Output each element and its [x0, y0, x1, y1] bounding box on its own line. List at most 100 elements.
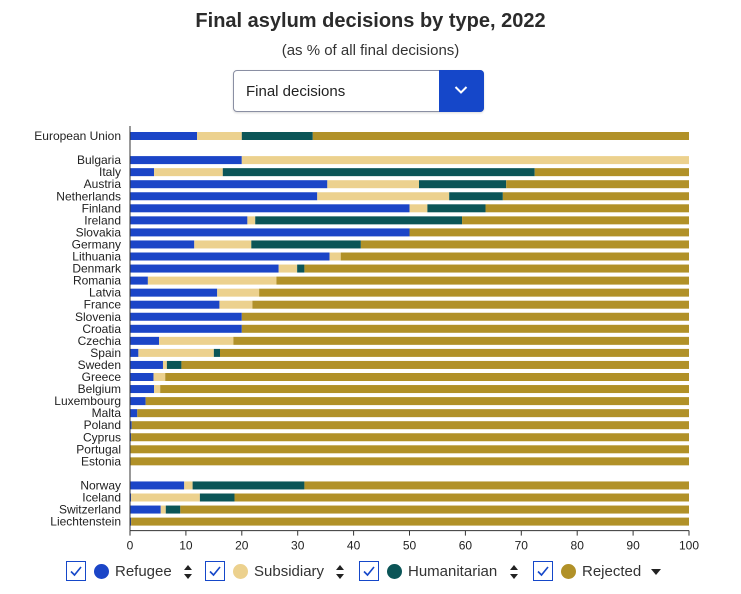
bar-slovenia-refugee	[130, 312, 242, 321]
bar-netherlands-humanitarian	[449, 192, 503, 201]
bar-germany-subsidiary	[194, 240, 252, 249]
bar-denmark-rejected	[304, 264, 689, 273]
check-icon	[363, 566, 375, 577]
bar-austria-refugee	[130, 180, 328, 189]
bar-greece-rejected	[165, 373, 690, 381]
bar-belgium-refugee	[130, 385, 155, 394]
bar-switzerland-refugee	[130, 505, 161, 514]
bar-greece-refugee	[130, 373, 154, 381]
x-tick-label-100: 100	[679, 539, 699, 553]
category-label-france: France	[84, 298, 122, 312]
legend-item-humanitarian[interactable]: Humanitarian	[359, 561, 524, 583]
category-label-romania: Romania	[73, 274, 121, 288]
bar-denmark-humanitarian	[297, 264, 305, 273]
legend-checkbox-subsidiary[interactable]	[205, 561, 225, 581]
bar-european-union-subsidiary	[197, 132, 242, 140]
legend-swatch-refugee	[94, 564, 109, 579]
chart-subtitle: (as % of all final decisions)	[281, 42, 460, 59]
legend-checkbox-refugee[interactable]	[66, 561, 86, 581]
sort-updown-icon[interactable]	[335, 564, 345, 580]
category-label-luxembourg: Luxembourg	[54, 394, 121, 408]
bar-finland-humanitarian	[427, 204, 486, 213]
bar-belgium-subsidiary	[154, 385, 161, 394]
category-label-slovenia: Slovenia	[75, 310, 121, 324]
legend-label-humanitarian: Humanitarian	[408, 563, 498, 580]
bar-slovakia-rejected	[409, 228, 689, 237]
legend-item-refugee[interactable]: Refugee	[66, 561, 196, 583]
legend-checkbox-humanitarian[interactable]	[359, 561, 379, 581]
bar-switzerland-rejected	[180, 505, 689, 514]
bar-liechtenstein-refugee	[130, 517, 132, 526]
bar-sweden-refugee	[130, 360, 163, 369]
legend-item-subsidiary[interactable]: Subsidiary	[205, 561, 350, 583]
legend-label-subsidiary: Subsidiary	[254, 563, 325, 580]
bar-spain-refugee	[130, 348, 139, 357]
bar-iceland-humanitarian	[199, 493, 235, 502]
legend-swatch-subsidiary	[233, 564, 248, 579]
bar-romania-subsidiary	[147, 276, 277, 285]
bar-iceland-rejected	[234, 493, 689, 502]
bar-luxembourg-rejected	[145, 397, 689, 406]
x-tick-label-80: 80	[571, 539, 585, 553]
bar-slovenia-rejected	[241, 312, 690, 321]
bar-germany-refugee	[130, 240, 195, 249]
bar-sweden-humanitarian	[166, 360, 182, 369]
bar-croatia-refugee	[130, 324, 242, 333]
category-label-liechtenstein: Liechtenstein	[50, 515, 121, 529]
bar-italy-humanitarian	[222, 168, 535, 177]
x-tick-label-30: 30	[291, 539, 305, 553]
decision-type-dropdown[interactable]: Final decisions	[233, 70, 484, 112]
sort-updown-icon[interactable]	[183, 564, 193, 580]
bar-poland-refugee	[130, 421, 132, 430]
category-label-estonia: Estonia	[81, 454, 121, 468]
bar-ireland-refugee	[130, 216, 248, 225]
bar-luxembourg-refugee	[130, 397, 146, 406]
bar-germany-humanitarian	[251, 240, 361, 249]
category-label-iceland: Iceland	[82, 491, 121, 505]
bar-czechia-refugee	[130, 336, 160, 345]
legend-checkbox-rejected[interactable]	[533, 561, 553, 581]
bar-lithuania-rejected	[340, 252, 689, 261]
category-label-finland: Finland	[82, 201, 121, 215]
bar-sweden-rejected	[181, 360, 689, 369]
legend-label-refugee: Refugee	[115, 563, 172, 580]
bar-denmark-subsidiary	[278, 264, 298, 273]
category-label-poland: Poland	[84, 418, 121, 432]
bar-european-union-humanitarian	[241, 132, 313, 140]
bar-norway-refugee	[130, 481, 185, 490]
bar-bulgaria-subsidiary	[241, 156, 690, 165]
category-label-bulgaria: Bulgaria	[77, 153, 121, 167]
bar-ireland-humanitarian	[255, 216, 463, 225]
bar-finland-rejected	[485, 204, 689, 213]
category-label-ireland: Ireland	[84, 213, 121, 227]
category-label-portugal: Portugal	[76, 442, 121, 456]
bar-latvia-subsidiary	[217, 288, 260, 297]
bar-austria-subsidiary	[327, 180, 420, 189]
bar-switzerland-humanitarian	[165, 505, 181, 514]
category-label-greece: Greece	[82, 370, 122, 384]
category-label-belgium: Belgium	[78, 382, 121, 396]
sort-down-icon[interactable]	[650, 567, 662, 577]
x-tick-label-70: 70	[515, 539, 529, 553]
bar-spain-rejected	[220, 348, 689, 357]
legend-swatch-humanitarian	[387, 564, 402, 579]
bar-liechtenstein-rejected	[131, 517, 689, 526]
category-label-italy: Italy	[99, 165, 121, 179]
category-label-netherlands: Netherlands	[56, 189, 121, 203]
bar-romania-rejected	[276, 276, 689, 285]
x-tick-label-60: 60	[459, 539, 473, 553]
legend-item-rejected[interactable]: Rejected	[533, 561, 673, 583]
category-label-germany: Germany	[72, 237, 121, 251]
x-tick-label-50: 50	[403, 539, 417, 553]
bar-czechia-rejected	[233, 336, 689, 345]
dropdown-toggle-button[interactable]	[439, 70, 484, 112]
bar-ireland-rejected	[462, 216, 689, 225]
legend-swatch-rejected	[561, 564, 576, 579]
legend-label-rejected: Rejected	[582, 563, 642, 580]
bar-latvia-rejected	[259, 288, 689, 297]
x-tick-label-40: 40	[347, 539, 361, 553]
bar-germany-rejected	[360, 240, 689, 249]
sort-updown-icon[interactable]	[509, 564, 519, 580]
bar-italy-subsidiary	[154, 168, 223, 177]
bar-european-union-rejected	[312, 132, 689, 140]
